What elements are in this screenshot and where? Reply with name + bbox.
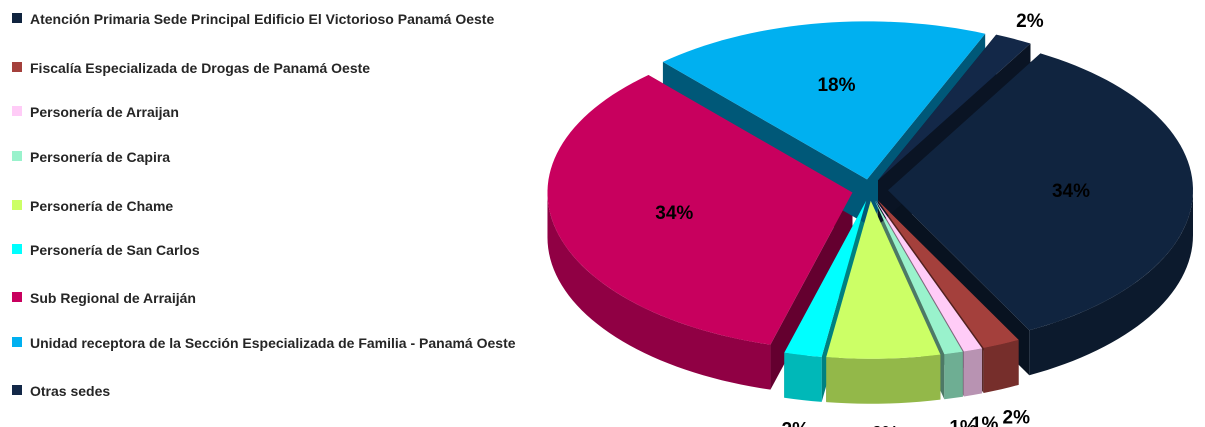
slice [875, 200, 983, 352]
legend-label: Personería de San Carlos [30, 242, 200, 258]
data-label: 34% [655, 203, 693, 224]
legend-item: Fiscalía Especializada de Drogas de Pana… [12, 59, 520, 78]
slice [547, 75, 853, 345]
legend-swatch [12, 151, 22, 161]
legend-swatch [12, 292, 22, 302]
data-label: 18% [817, 75, 855, 96]
legend-label: Personería de Capira [30, 149, 171, 165]
data-label: 6% [871, 424, 899, 427]
slice [887, 53, 1193, 331]
legend-item: Personería de Chame [12, 197, 520, 216]
legend-item: Atención Primaria Sede Principal Edifici… [12, 10, 520, 29]
legend-label: Otras sedes [30, 383, 111, 399]
slice-side [826, 354, 941, 404]
slice [784, 200, 867, 357]
data-label: 1% [949, 417, 977, 427]
legend-item: Otras sedes [12, 382, 520, 401]
slice [662, 21, 986, 180]
data-label: 1% [971, 414, 999, 427]
legend-swatch [12, 62, 22, 72]
legend-swatch [12, 106, 22, 116]
legend-swatch [12, 200, 22, 210]
legend-item: Unidad receptora de la Sección Especiali… [12, 334, 520, 353]
legend-item: Personería de San Carlos [12, 241, 520, 260]
slice-side [944, 351, 963, 400]
legend-item: Personería de Arraijan [12, 103, 520, 122]
legend-swatch [12, 337, 22, 347]
legend-item: Personería de Capira [12, 148, 520, 167]
data-label: 2% [782, 420, 810, 427]
slice [877, 199, 1019, 348]
slice [878, 34, 1031, 181]
slice [874, 200, 963, 355]
slice-side [1029, 190, 1193, 376]
data-label: 2% [1003, 408, 1031, 427]
legend-swatch [12, 385, 22, 395]
legend-label: Sub Regional de Arraiján [30, 290, 196, 306]
slices [547, 21, 1193, 404]
legend-label: Unidad receptora de la Sección Especiali… [30, 335, 516, 351]
slice [826, 200, 941, 359]
legend-label: Personería de Arraijan [30, 104, 179, 120]
slice-side [547, 192, 771, 390]
legend-label: Fiscalía Especializada de Drogas de Pana… [30, 60, 371, 76]
data-label: 34% [1052, 181, 1090, 202]
legend-swatch [12, 244, 22, 254]
data-label: 2% [1016, 11, 1044, 32]
legend-label: Personería de Chame [30, 198, 174, 214]
slice-side [983, 339, 1019, 393]
legend-item: Sub Regional de Arraiján [12, 289, 520, 308]
legend-swatch [12, 13, 22, 23]
slice-side [963, 348, 983, 397]
slice-side [784, 352, 822, 402]
legend-label: Atención Primaria Sede Principal Edifici… [30, 11, 495, 27]
legend: Atención Primaria Sede Principal Edifici… [0, 0, 540, 427]
